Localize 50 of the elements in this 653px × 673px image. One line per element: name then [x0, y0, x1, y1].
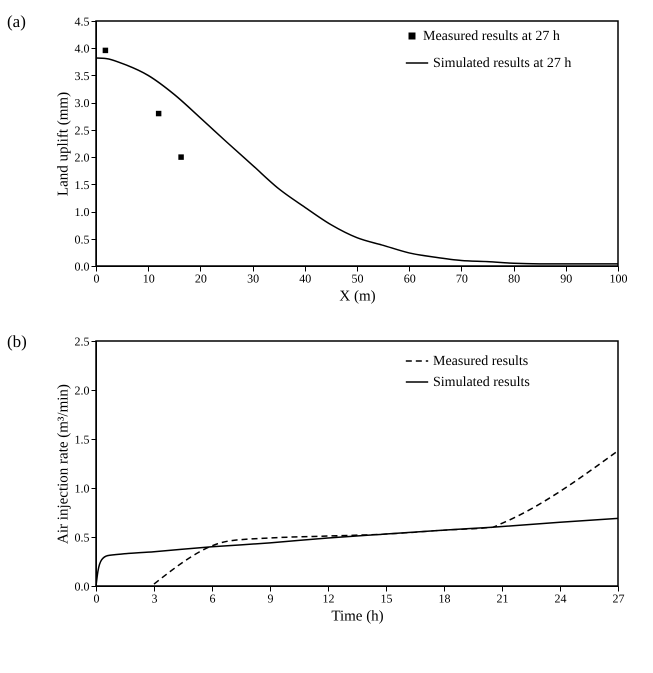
y-tick-label: 0.5: [74, 232, 90, 246]
text: (b): [7, 332, 27, 351]
x-tick-label: 3: [152, 592, 158, 606]
x-tick-label: 24: [554, 592, 566, 606]
x-tick-label: 12: [322, 592, 334, 606]
y-tick-label: 3.0: [74, 96, 90, 110]
y-axis-title: Air injection rate (m³/min): [56, 384, 72, 544]
point: [156, 110, 162, 116]
x-tick-label: 0: [94, 272, 100, 286]
legend-label: Measured results at 27 h: [423, 29, 560, 44]
y-tick-label: 0.0: [74, 580, 90, 594]
y-tick-label: 3.5: [74, 68, 90, 83]
x-tick-label: 0: [94, 592, 100, 606]
y-tick-label: 1.0: [74, 482, 90, 496]
y-tick-label: 4.0: [74, 42, 90, 56]
y-tick-label: 0.5: [74, 530, 90, 544]
x-tick-label: 60: [404, 272, 416, 286]
x-tick-label: 18: [438, 592, 450, 606]
x-axis-title: X (m): [339, 288, 376, 304]
x-tick-label: 21: [496, 592, 508, 606]
x-axis-title: Time (h): [331, 608, 384, 624]
y-axis-title: Land uplift (mm): [56, 92, 72, 196]
y-tick-label: 2.0: [74, 150, 90, 165]
x-tick-label: 90: [560, 272, 572, 286]
legend-label: Measured results: [433, 354, 528, 369]
x-tick-label: 20: [194, 272, 207, 286]
point: [178, 154, 184, 160]
x-tick-label: 40: [299, 272, 312, 286]
x-tick-label: 30: [247, 272, 260, 286]
text: (a): [7, 12, 26, 31]
y-tick-label: 0.0: [74, 260, 90, 274]
x-tick-label: 15: [380, 592, 392, 606]
y-tick-label: 1.0: [74, 205, 90, 220]
y-tick-label: 1.5: [74, 178, 90, 192]
x-tick-label: 6: [210, 592, 216, 606]
x-tick-label: 9: [268, 592, 274, 606]
x-tick-label: 80: [508, 272, 520, 286]
y-tick-label: 2.0: [74, 384, 90, 398]
x-tick-label: 100: [610, 272, 628, 286]
y-tick-label: 1.5: [74, 432, 90, 446]
x-tick-label: 10: [142, 272, 155, 286]
legend-label: Simulated results at 27 h: [433, 56, 572, 71]
point: [102, 48, 108, 54]
y-tick-label: 2.5: [74, 334, 90, 348]
x-tick-label: 70: [456, 272, 468, 286]
legend-label: Simulated results: [433, 375, 530, 390]
y-tick-label: 2.5: [74, 123, 90, 138]
x-tick-label: 27: [612, 592, 624, 606]
x-tick-label: 50: [352, 272, 364, 286]
y-tick-label: 4.5: [74, 14, 90, 28]
